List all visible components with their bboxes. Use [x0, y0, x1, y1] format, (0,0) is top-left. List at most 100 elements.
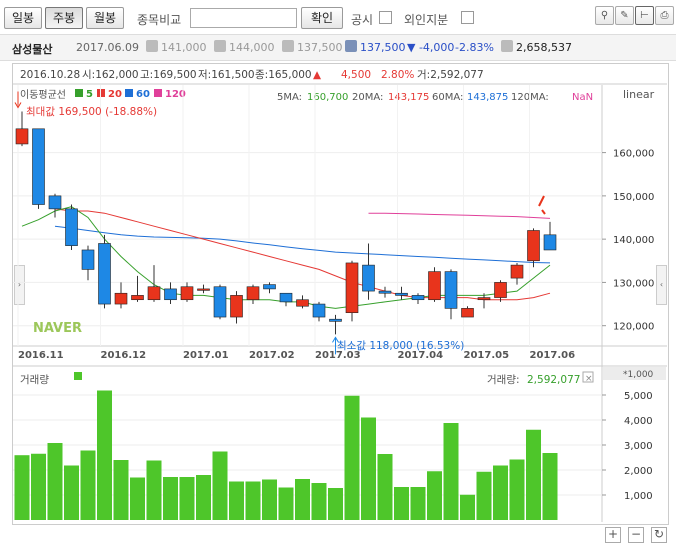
candle	[312, 303, 326, 318]
ma20-value-label: 20MA:	[352, 92, 383, 103]
candle-info: 2016.10.28 시:162,000 고:169,500 저:161,500…	[20, 69, 484, 81]
candle	[378, 290, 392, 294]
volume-close-glyph: ×	[585, 374, 593, 384]
candle	[345, 262, 359, 314]
candle	[362, 264, 375, 292]
indicator-icon[interactable]: ⚲	[595, 6, 614, 25]
candle-change: 4,500	[341, 69, 371, 81]
volume-tick-label: 5,000	[624, 391, 653, 402]
volume-title: 거래량	[20, 374, 49, 386]
candle	[32, 128, 45, 205]
reset-icon[interactable]: ↻	[651, 527, 667, 543]
volume-bar	[526, 429, 541, 520]
candle-arrow: ▲	[313, 69, 322, 81]
ma-legend-title: 이동평균선	[20, 89, 66, 101]
volume-bar	[262, 479, 277, 520]
price-tick-label: 160,000	[613, 149, 654, 160]
volume-y-ticks: 1,000 2,000 3,000 4,000 5,000	[602, 391, 653, 502]
open-price: 141,000	[161, 41, 207, 54]
period-week-button[interactable]: 주봉	[45, 7, 83, 29]
ma5-value-label: 5MA:	[277, 92, 302, 103]
zoom-out-icon[interactable]: −	[628, 527, 644, 543]
volume-bar	[493, 465, 508, 520]
ma120-line	[368, 212, 551, 219]
min-arrow-head	[332, 336, 339, 343]
candle	[444, 271, 458, 309]
foreign-label: 외인지분	[404, 13, 449, 27]
time-tick-label: 2017.05	[464, 350, 510, 361]
volume-bar	[509, 459, 525, 520]
volume-bar	[80, 450, 96, 520]
time-tick-label: 2017.02	[249, 350, 295, 361]
volume-tick-label: 2,000	[624, 466, 653, 477]
confirm-button[interactable]: 확인	[301, 7, 343, 29]
volume-close-icon[interactable]	[582, 371, 594, 383]
volume-bar	[328, 488, 343, 520]
volume-bar	[460, 494, 475, 520]
y-axis-ticks: 120,000 130,000 140,000 150,000 160,000	[602, 149, 654, 333]
candle	[147, 286, 161, 301]
volume-value: 2,592,077	[527, 374, 580, 386]
ma120-value: NaN	[572, 92, 593, 103]
info-bar: 삼성물산 2017.06.09 141,000 144,000 137,500 …	[0, 34, 676, 61]
candle	[81, 249, 95, 270]
period-month-button[interactable]: 월봉	[86, 7, 124, 29]
zoom-in-icon[interactable]: +	[605, 527, 621, 543]
volume-bar	[130, 477, 145, 520]
ma120-swatch	[154, 89, 162, 97]
notice-checkbox[interactable]	[379, 11, 392, 24]
time-tick-label: 2016.12	[101, 350, 147, 361]
open-icon	[146, 40, 158, 52]
volume-bar	[344, 395, 360, 520]
time-tick-label: 2017.01	[183, 350, 229, 361]
volume-bar	[410, 487, 426, 520]
volume-bar	[394, 487, 409, 520]
volume-bar	[476, 471, 492, 520]
time-tick-label: 2017.06	[530, 350, 576, 361]
low-icon	[282, 40, 294, 52]
price-tick-label: 120,000	[613, 322, 654, 333]
candle-low: 저:161,500	[198, 69, 255, 81]
volume-bar	[427, 471, 442, 520]
price-tick-label: 130,000	[613, 278, 654, 289]
candle	[48, 195, 62, 210]
scroll-right-icon[interactable]: ‹	[656, 265, 667, 305]
volume-bar	[113, 460, 129, 520]
period-day-button[interactable]: 일봉	[4, 7, 42, 29]
candle	[494, 282, 507, 298]
candles	[15, 111, 557, 335]
volume-bar	[443, 423, 459, 520]
volume-bar	[212, 451, 228, 520]
candle	[180, 286, 194, 301]
time-tick-label: 2016.11	[18, 350, 64, 361]
candle	[543, 234, 557, 251]
scroll-left-icon[interactable]: ›	[14, 265, 25, 305]
time-tick-label: 2017.04	[398, 350, 444, 361]
volume-unit-box	[603, 367, 666, 380]
candle-open: 시:162,000	[82, 69, 139, 81]
volume-unit: *1,000	[623, 370, 654, 380]
price-change: ▼ -4,000	[407, 41, 455, 54]
volume-bar	[47, 443, 63, 520]
foreign-checkbox[interactable]	[461, 11, 474, 24]
candle-volume: 거:2,592,077	[417, 69, 484, 81]
stock-name: 삼성물산	[12, 43, 53, 56]
candle-date: 2016.10.28	[20, 69, 80, 81]
candle	[279, 292, 293, 303]
candle	[197, 288, 210, 291]
candle	[428, 271, 441, 301]
volume-bar	[179, 477, 195, 520]
ma60-line	[54, 225, 551, 264]
naver-watermark: NAVER	[33, 321, 82, 336]
volume-swatch	[74, 372, 82, 380]
cursor-icon[interactable]: ⊢	[635, 6, 654, 25]
candle	[477, 297, 491, 301]
pencil-icon[interactable]: ✎	[615, 6, 634, 25]
volume-bar	[377, 454, 393, 520]
candle	[230, 295, 243, 318]
print-icon[interactable]: ⎙	[655, 6, 674, 25]
volume-bar	[146, 460, 162, 520]
candle	[65, 208, 78, 246]
compare-input[interactable]	[190, 8, 297, 28]
compare-label: 종목비교	[137, 13, 182, 27]
